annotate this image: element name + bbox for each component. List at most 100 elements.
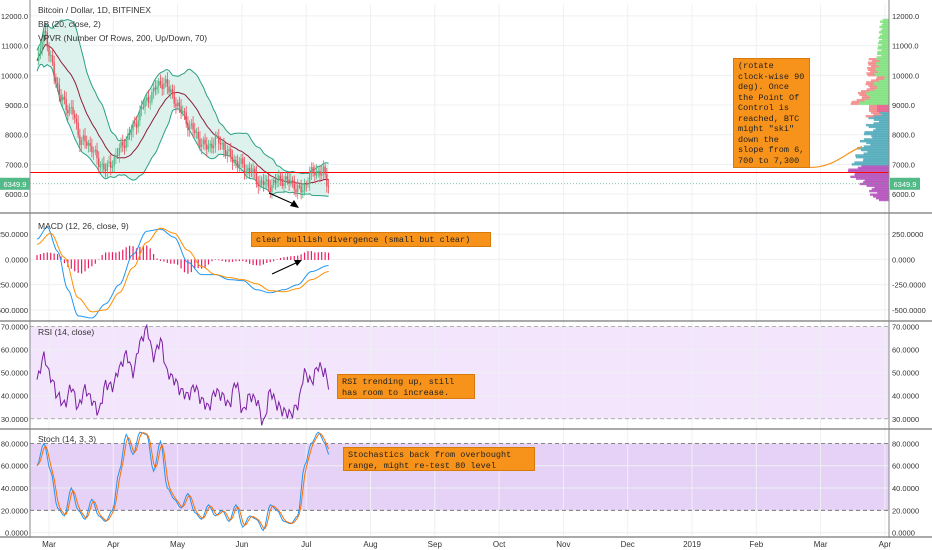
vpvr-bar-sell <box>857 91 866 95</box>
bb-indicator-label[interactable]: BB (20, close, 2) <box>38 19 101 29</box>
candle-body <box>43 31 45 43</box>
macd-histogram-bar <box>255 259 258 266</box>
vpvr-bar <box>861 164 889 168</box>
candle-body <box>87 143 90 146</box>
vpvr-bar-sell <box>868 63 877 66</box>
macd-histogram-bar <box>91 259 93 267</box>
vpvr-bar <box>881 113 889 116</box>
candle-body <box>158 80 160 87</box>
vpvr-bar <box>854 172 889 175</box>
vpvr-bar <box>873 195 889 198</box>
y-tick-label-right: 9000.0 <box>892 101 915 110</box>
stoch-pane-title[interactable]: Stoch (14, 3, 3) <box>38 434 97 444</box>
x-tick-label: Feb <box>749 540 763 549</box>
macd-histogram-bar <box>249 259 251 264</box>
y-tick-label-right: 10000.0 <box>892 71 919 80</box>
y-tick-label-left: 12000.0 <box>1 12 28 21</box>
rsi-annotation[interactable]: RSI trending up, still has room to incre… <box>337 374 475 399</box>
candle-body <box>68 107 71 114</box>
macd-histogram-bar <box>238 259 240 262</box>
stoch-annotation[interactable]: Stochastics back from overbought range, … <box>343 447 535 471</box>
candle-body <box>320 172 323 176</box>
volume-profile <box>847 18 889 202</box>
vpvr-bar <box>879 25 889 29</box>
candle-body <box>46 32 48 47</box>
macd-histogram-bar <box>46 252 48 260</box>
vpvr-bar <box>870 193 889 196</box>
bb-basis-line <box>36 44 329 185</box>
vpvr-bar <box>873 118 889 121</box>
macd-arrow-head <box>294 260 302 266</box>
vpvr-bar <box>847 170 889 173</box>
macd-pane-title[interactable]: MACD (12, 26, close, 9) <box>38 221 129 231</box>
candle-body <box>48 46 50 56</box>
candle-body <box>67 109 69 114</box>
vpvr-bar <box>870 143 889 146</box>
macd-histogram-bar <box>118 251 120 260</box>
candle-body <box>308 173 311 184</box>
candle-body <box>175 103 177 107</box>
candle-body <box>327 186 330 188</box>
vpvr-bar <box>863 157 889 161</box>
vpvr-bar <box>873 82 889 86</box>
vpvr-bar <box>865 91 889 95</box>
candle-body <box>254 168 256 173</box>
y-tick-label-left: 8000.0 <box>5 131 28 140</box>
candle-body <box>293 180 295 190</box>
x-tick-label: Sep <box>428 540 443 549</box>
vpvr-bar <box>874 88 889 91</box>
macd-histogram-bar <box>122 249 124 260</box>
macd-histogram-bar <box>187 259 189 274</box>
candle-body <box>238 164 241 168</box>
macd-histogram-bar <box>194 259 196 270</box>
candle-body <box>269 187 271 192</box>
candle-body <box>156 86 158 90</box>
vpvr-annotation[interactable]: (rotate clock-wise 90 deg). Once the Poi… <box>733 58 810 168</box>
macd-histogram-bar <box>218 259 220 261</box>
macd-histogram-bar <box>170 259 172 264</box>
macd-histogram-bar <box>132 246 134 260</box>
vpvr-bar-sell <box>869 86 878 89</box>
vpvr-bar-sell <box>867 74 876 77</box>
candle-body <box>202 139 205 145</box>
candle-body <box>176 102 179 107</box>
vpvr-bar <box>875 68 889 72</box>
vpvr-indicator-label[interactable]: VPVR (Number Of Rows, 200, Up/Down, 70) <box>38 33 208 43</box>
macd-histogram-bar <box>327 252 330 260</box>
candle-body <box>161 84 163 89</box>
candle-body <box>103 163 105 170</box>
rsi-line <box>36 323 330 426</box>
candle-body <box>39 48 42 53</box>
candle-body <box>140 107 143 110</box>
candle-body <box>281 178 283 187</box>
candle-body <box>235 159 237 162</box>
candle-body <box>92 151 95 153</box>
macd-histogram-bar <box>173 259 175 264</box>
vpvr-bar <box>878 40 889 43</box>
y-tick-label-left: 6000.0 <box>5 190 28 199</box>
x-tick-label: Oct <box>493 540 506 549</box>
candle-body <box>310 167 313 174</box>
vpvr-bar <box>857 166 889 170</box>
candle-body <box>211 143 213 149</box>
y-tick-label-left: 7000.0 <box>5 160 28 169</box>
candle-body <box>267 179 270 188</box>
stoch-k-line <box>36 431 330 532</box>
rsi-pane-title[interactable]: RSI (14, close) <box>38 327 95 337</box>
vpvr-bar <box>863 132 889 136</box>
x-tick-label: Mar <box>42 540 56 549</box>
candle-body <box>146 97 148 101</box>
vpvr-bar <box>868 125 889 129</box>
candle-body <box>65 99 67 110</box>
macd-histogram-bar <box>63 259 66 264</box>
candle-body <box>298 185 301 187</box>
macd-histogram-bar <box>225 259 227 262</box>
vpvr-bar <box>859 139 889 143</box>
macd-annotation[interactable]: clear bullish divergence (small but clea… <box>251 232 491 247</box>
candle-body <box>322 166 325 173</box>
macd-histogram-bar <box>77 259 79 273</box>
macd-histogram-bar <box>324 252 326 260</box>
vpvr-bar <box>859 100 889 104</box>
vpvr-bar-sell <box>862 95 871 98</box>
candle-body <box>279 175 282 179</box>
